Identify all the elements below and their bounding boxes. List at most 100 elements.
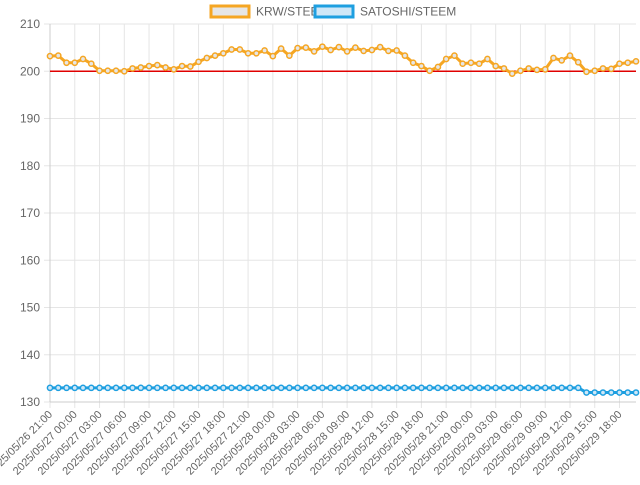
data-point-satoshi-steem: [616, 389, 623, 396]
data-point-krw-steem: [319, 43, 326, 51]
data-point-satoshi-steem: [46, 384, 54, 392]
data-point-krw-steem: [153, 61, 161, 69]
data-point-satoshi-steem: [517, 384, 524, 392]
data-point-krw-steem: [170, 66, 178, 73]
data-point-krw-steem: [607, 65, 615, 73]
data-point-krw-steem: [96, 67, 103, 75]
data-point-satoshi-steem: [599, 389, 607, 396]
y-tick-label: 160: [20, 253, 40, 267]
data-point-krw-steem: [87, 60, 95, 68]
data-point-krw-steem: [632, 57, 640, 65]
data-point-satoshi-steem: [63, 384, 70, 392]
data-point-krw-steem: [467, 59, 475, 67]
data-point-krw-steem: [599, 65, 607, 72]
data-point-krw-steem: [385, 47, 392, 55]
data-point-satoshi-steem: [269, 384, 277, 392]
legend-swatch-krw-steem[interactable]: [209, 4, 251, 19]
data-point-satoshi-steem: [79, 384, 87, 392]
data-point-krw-steem: [409, 59, 417, 67]
data-point-satoshi-steem: [87, 384, 95, 392]
data-point-satoshi-steem: [327, 384, 334, 392]
data-point-krw-steem: [451, 52, 458, 60]
data-point-krw-steem: [162, 64, 169, 71]
data-point-satoshi-steem: [137, 384, 145, 392]
data-point-satoshi-steem: [352, 384, 359, 392]
data-point-krw-steem: [508, 70, 516, 77]
data-point-satoshi-steem: [145, 384, 153, 392]
data-point-krw-steem: [327, 46, 334, 54]
data-point-krw-steem: [252, 49, 260, 57]
data-point-satoshi-steem: [286, 384, 293, 392]
data-point-satoshi-steem: [120, 384, 128, 392]
data-point-krw-steem: [71, 59, 79, 67]
data-point-satoshi-steem: [583, 389, 590, 396]
data-point-krw-steem: [46, 52, 54, 60]
data-point-satoshi-steem: [508, 384, 516, 392]
y-tick-label: 130: [20, 395, 40, 409]
data-point-krw-steem: [79, 55, 87, 63]
data-point-krw-steem: [112, 67, 120, 75]
data-point-krw-steem: [558, 57, 566, 64]
data-point-krw-steem: [137, 64, 145, 71]
data-point-krw-steem: [360, 47, 367, 55]
data-point-krw-steem: [294, 44, 301, 52]
data-point-satoshi-steem: [343, 384, 351, 392]
data-point-krw-steem: [104, 67, 112, 75]
data-point-krw-steem: [178, 62, 186, 70]
series-layer: [46, 43, 640, 396]
data-point-krw-steem: [120, 67, 128, 75]
legend-label-satoshi-steem[interactable]: SATOSHI/STEEM: [360, 5, 456, 19]
data-point-satoshi-steem: [186, 384, 194, 392]
y-tick-label: 170: [20, 206, 40, 220]
data-point-krw-steem: [211, 52, 219, 60]
data-point-satoshi-steem: [319, 384, 326, 392]
data-point-satoshi-steem: [541, 384, 549, 392]
gridlines: [44, 23, 636, 408]
legend-swatch-satoshi-steem[interactable]: [313, 4, 355, 19]
data-point-satoshi-steem: [261, 384, 268, 392]
data-point-krw-steem: [54, 52, 62, 60]
data-point-satoshi-steem: [71, 384, 79, 392]
data-point-satoshi-steem: [401, 384, 409, 392]
data-point-satoshi-steem: [409, 384, 417, 392]
data-point-krw-steem: [145, 62, 153, 70]
data-point-krw-steem: [129, 65, 136, 72]
data-point-krw-steem: [343, 48, 351, 55]
data-point-satoshi-steem: [368, 384, 376, 392]
data-point-satoshi-steem: [624, 389, 632, 396]
data-point-krw-steem: [63, 59, 70, 67]
data-point-satoshi-steem: [310, 384, 318, 392]
data-point-satoshi-steem: [170, 384, 178, 392]
data-point-satoshi-steem: [162, 384, 169, 392]
data-point-krw-steem: [550, 54, 557, 62]
data-point-satoshi-steem: [500, 384, 508, 392]
y-tick-label: 150: [20, 301, 40, 315]
data-point-satoshi-steem: [533, 384, 541, 392]
data-point-krw-steem: [459, 60, 467, 68]
data-point-satoshi-steem: [153, 384, 161, 392]
data-point-satoshi-steem: [591, 389, 599, 396]
data-point-satoshi-steem: [236, 384, 244, 392]
data-point-satoshi-steem: [228, 384, 235, 392]
data-point-krw-steem: [517, 67, 524, 75]
y-tick-label: 210: [20, 17, 40, 31]
data-point-satoshi-steem: [525, 384, 533, 392]
data-point-satoshi-steem: [335, 384, 343, 392]
data-point-krw-steem: [269, 52, 277, 60]
data-point-satoshi-steem: [376, 384, 384, 392]
data-point-krw-steem: [219, 49, 227, 57]
data-point-satoshi-steem: [112, 384, 120, 392]
y-tick-label: 180: [20, 159, 40, 173]
data-point-satoshi-steem: [467, 384, 475, 392]
data-point-satoshi-steem: [252, 384, 260, 392]
data-point-satoshi-steem: [96, 384, 103, 392]
data-point-satoshi-steem: [434, 384, 442, 392]
data-point-krw-steem: [475, 60, 483, 68]
legend-label-krw-steem[interactable]: KRW/STEEM: [256, 5, 328, 19]
data-point-krw-steem: [186, 63, 194, 70]
data-point-krw-steem: [393, 47, 400, 54]
data-point-satoshi-steem: [360, 384, 367, 392]
data-point-satoshi-steem: [385, 384, 392, 392]
